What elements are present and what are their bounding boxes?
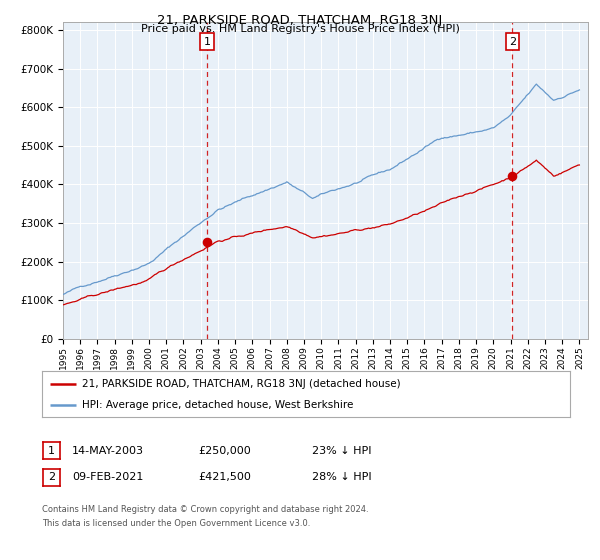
Text: This data is licensed under the Open Government Licence v3.0.: This data is licensed under the Open Gov… [42,519,310,528]
Text: 1: 1 [203,37,211,46]
Text: Price paid vs. HM Land Registry's House Price Index (HPI): Price paid vs. HM Land Registry's House … [140,24,460,34]
Text: 14-MAY-2003: 14-MAY-2003 [72,446,144,456]
Text: 2: 2 [48,472,55,482]
Text: 28% ↓ HPI: 28% ↓ HPI [312,472,371,482]
Text: Contains HM Land Registry data © Crown copyright and database right 2024.: Contains HM Land Registry data © Crown c… [42,505,368,514]
Text: 21, PARKSIDE ROAD, THATCHAM, RG18 3NJ: 21, PARKSIDE ROAD, THATCHAM, RG18 3NJ [157,14,443,27]
Text: 21, PARKSIDE ROAD, THATCHAM, RG18 3NJ (detached house): 21, PARKSIDE ROAD, THATCHAM, RG18 3NJ (d… [82,379,400,389]
Text: £250,000: £250,000 [198,446,251,456]
Text: 09-FEB-2021: 09-FEB-2021 [72,472,143,482]
Point [508,172,517,181]
Text: 1: 1 [48,446,55,456]
Text: 23% ↓ HPI: 23% ↓ HPI [312,446,371,456]
Point [202,238,212,247]
Text: 2: 2 [509,37,516,46]
Text: £421,500: £421,500 [198,472,251,482]
Text: HPI: Average price, detached house, West Berkshire: HPI: Average price, detached house, West… [82,400,353,410]
